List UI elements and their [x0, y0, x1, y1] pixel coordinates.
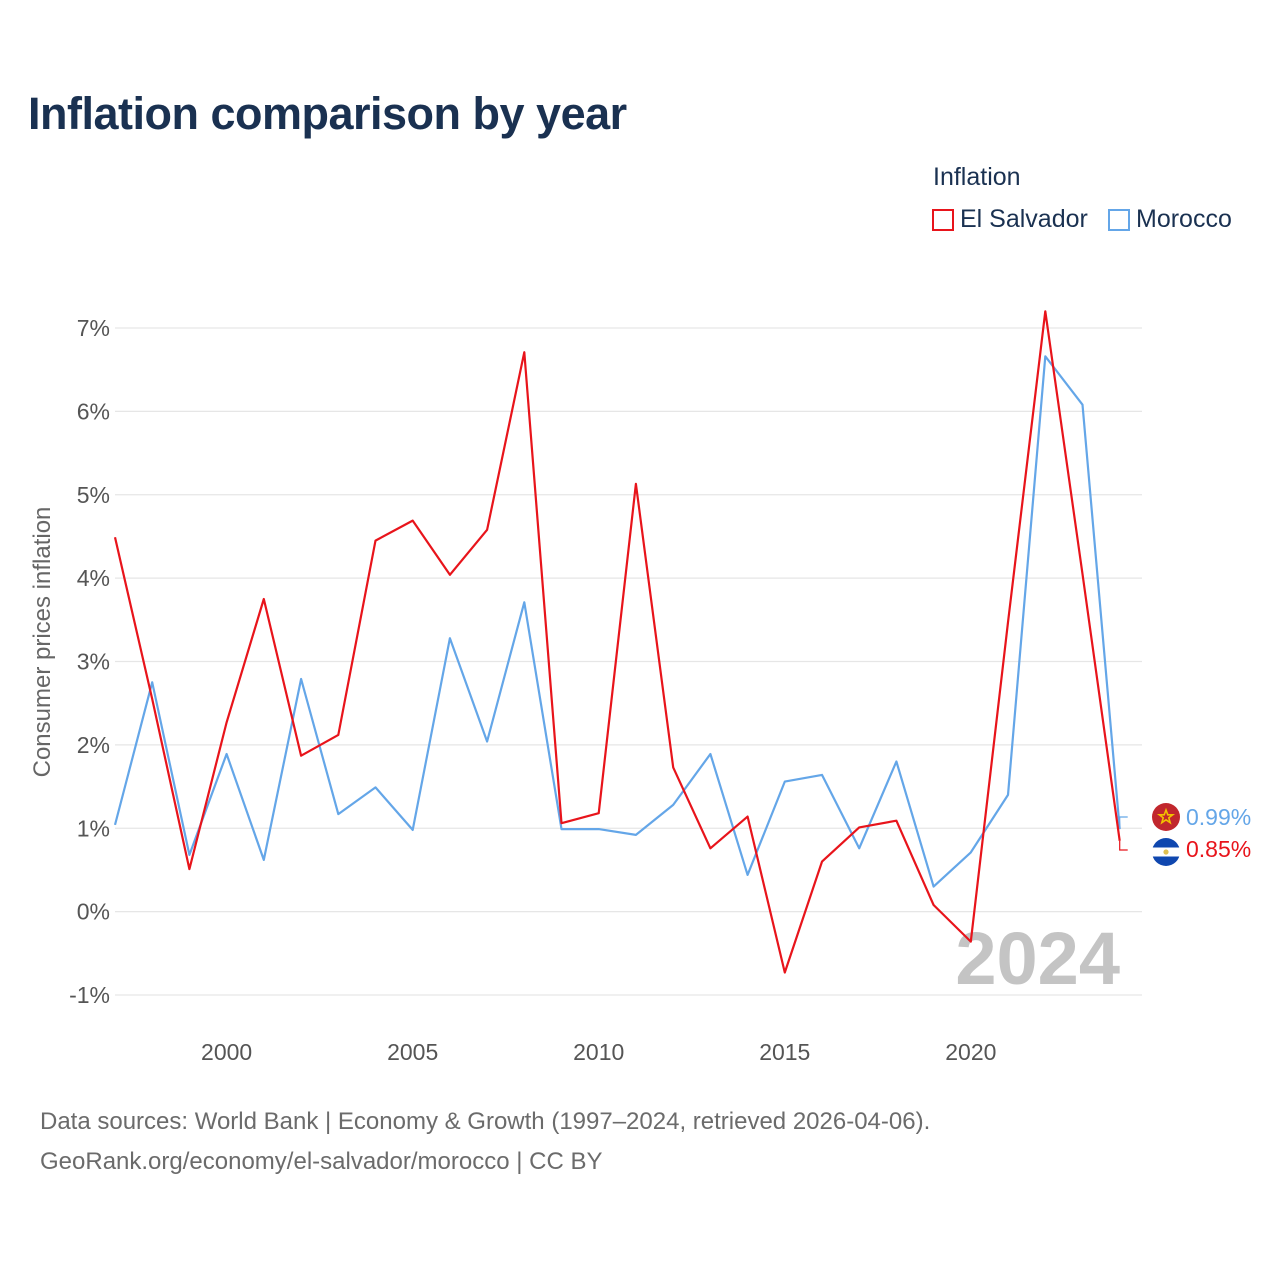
y-tick-label: 3% — [77, 649, 110, 675]
morocco-flag-icon — [1152, 803, 1180, 831]
y-tick-label: 0% — [77, 899, 110, 925]
legend-swatch-morocco — [1108, 208, 1130, 231]
y-tick-label: 6% — [77, 398, 110, 424]
end-labels: 0.99% 0.85% — [1152, 803, 1251, 866]
x-axis-ticks: 2000 2005 2010 2015 2020 — [201, 1039, 996, 1065]
series-line-morocco[interactable] — [113, 355, 1121, 888]
y-tick-label: 7% — [77, 315, 110, 341]
legend-item-el-salvador[interactable]: El Salvador — [932, 205, 1088, 234]
end-connector-el-salvador — [1119, 840, 1128, 851]
legend-swatch-el-salvador — [932, 208, 954, 231]
y-tick-label: -1% — [69, 982, 110, 1008]
y-axis-label: Consumer prices inflation — [29, 507, 56, 778]
x-tick-label: 2015 — [759, 1039, 810, 1065]
legend-title: Inflation — [933, 163, 1021, 191]
y-axis-ticks: -1% 0% 1% 2% 3% 4% 5% 6% 7% — [69, 315, 110, 1008]
x-tick-label: 2005 — [387, 1039, 438, 1065]
year-watermark: 2024 — [955, 917, 1120, 1000]
y-tick-label: 4% — [77, 565, 110, 591]
end-connector-morocco — [1119, 816, 1128, 830]
x-tick-label: 2000 — [201, 1039, 252, 1065]
y-tick-label: 2% — [77, 732, 110, 758]
end-label-el-salvador: 0.85% — [1186, 836, 1251, 862]
source-line-1: Data sources: World Bank | Economy & Gro… — [40, 1108, 931, 1135]
chart-title: Inflation comparison by year — [28, 88, 627, 139]
legend-label-el-salvador: El Salvador — [960, 205, 1088, 233]
series-lines — [113, 310, 1128, 974]
y-tick-label: 1% — [77, 815, 110, 841]
legend-item-morocco[interactable]: Morocco — [1108, 205, 1232, 234]
x-tick-label: 2020 — [945, 1039, 996, 1065]
y-tick-label: 5% — [77, 482, 110, 508]
end-label-morocco: 0.99% — [1186, 804, 1251, 830]
el-salvador-flag-icon — [1152, 838, 1180, 866]
x-tick-label: 2010 — [573, 1039, 624, 1065]
gridlines — [115, 327, 1142, 996]
series-line-el-salvador[interactable] — [113, 310, 1121, 974]
source-line-2[interactable]: GeoRank.org/economy/el-salvador/morocco … — [40, 1148, 603, 1175]
legend-label-morocco: Morocco — [1136, 205, 1232, 233]
